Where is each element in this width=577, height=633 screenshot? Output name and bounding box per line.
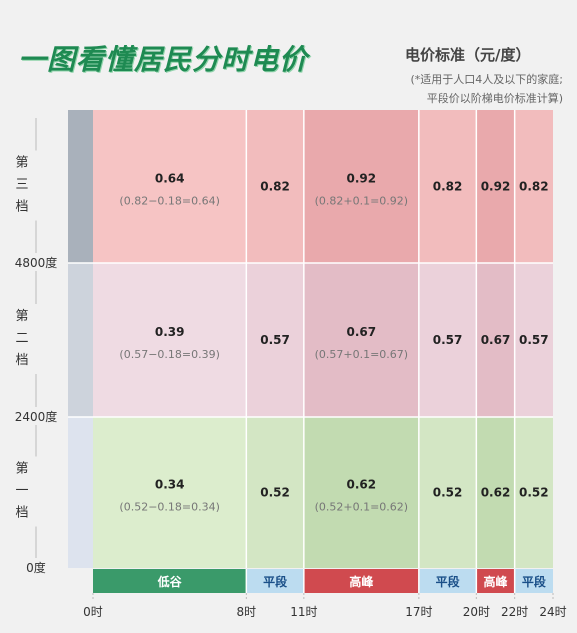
price-cell-shade (418, 417, 477, 568)
price-cell (93, 110, 247, 263)
price-cell (93, 263, 247, 417)
y-tick-label: 4800度 (15, 255, 58, 270)
price-cell (93, 417, 247, 568)
period-label: 高峰 (483, 574, 508, 589)
price-cell (514, 417, 553, 568)
tier-label-char: 第 (15, 309, 28, 324)
price-cell (476, 263, 515, 417)
price-cell-shade (303, 263, 419, 417)
price-value: 0.62 (481, 486, 511, 500)
price-value: 0.82 (433, 180, 463, 194)
price-value: 0.52 (433, 486, 463, 500)
price-cell (246, 417, 304, 568)
tier-label-char: 二 (15, 331, 28, 346)
tier-label-char: 第 (15, 462, 28, 477)
price-value: 0.52 (519, 486, 549, 500)
price-cell-shade (246, 263, 304, 417)
price-cell (418, 417, 477, 568)
x-tick-label: 20时 (463, 605, 490, 619)
price-value: 0.82 (519, 180, 549, 194)
tier-label-char: 三 (15, 178, 28, 193)
period-bar-segment (418, 569, 477, 593)
period-bar-segment (93, 569, 247, 593)
y-tick-label: 0度 (26, 560, 46, 575)
y-tick-label: 2400度 (15, 409, 58, 424)
price-cell (303, 417, 419, 568)
price-unit-subtitle: 电价标准（元/度） (405, 46, 531, 64)
price-cell (476, 110, 515, 263)
note-line: (*适用于人口4人及以下的家庭; (410, 73, 564, 86)
page-title: 一图看懂居民分时电价 (18, 43, 309, 76)
price-value: 0.34 (155, 478, 185, 492)
x-tick-label: 22时 (501, 605, 528, 619)
price-cell (303, 110, 419, 263)
tier-label-char: 第 (15, 156, 28, 171)
price-cell-shade (418, 110, 477, 263)
applicability-note: (*适用于人口4人及以下的家庭; 平段价以阶梯电价标准计算) (411, 70, 564, 108)
price-formula: (0.52+0.1=0.62) (315, 501, 409, 514)
price-cell (418, 263, 477, 417)
period-bar-segment (303, 569, 419, 593)
price-cell-shade (476, 110, 515, 263)
price-value: 0.67 (481, 333, 511, 347)
tier-label-char: 档 (15, 506, 28, 521)
period-label: 平段 (263, 574, 288, 589)
price-value: 0.39 (155, 325, 185, 339)
price-cell (303, 263, 419, 417)
tier-label-char: 档 (15, 353, 28, 368)
price-cell-shade (476, 417, 515, 568)
price-cell-shade (418, 263, 477, 417)
price-cell (246, 110, 304, 263)
price-formula: (0.52−0.18=0.34) (119, 501, 220, 514)
price-value: 0.57 (260, 333, 290, 347)
tier-label-char: 档 (15, 200, 28, 215)
price-cell-shade (476, 263, 515, 417)
price-formula: (0.57−0.18=0.39) (119, 348, 220, 361)
price-value: 0.57 (433, 333, 463, 347)
tier-sidebar-block (68, 263, 93, 417)
price-cell (514, 110, 553, 263)
x-tick-label: 0时 (83, 605, 103, 619)
price-value: 0.92 (481, 180, 511, 194)
price-value: 0.52 (260, 486, 290, 500)
tier-sidebar-block (68, 417, 93, 568)
tier-sidebar-block (68, 110, 93, 263)
price-value: 0.64 (155, 172, 185, 186)
price-cell-shade (514, 417, 553, 568)
price-cell (514, 263, 553, 417)
price-value: 0.62 (347, 478, 377, 492)
price-value: 0.82 (260, 180, 290, 194)
price-formula: (0.82−0.18=0.64) (119, 195, 220, 208)
price-value: 0.57 (519, 333, 549, 347)
price-cell-shade (514, 263, 553, 417)
price-cell (246, 263, 304, 417)
period-bar-segment (476, 569, 515, 593)
period-label: 高峰 (349, 574, 374, 589)
price-cell (476, 417, 515, 568)
price-cell-shade (303, 417, 419, 568)
period-label: 平段 (436, 574, 461, 589)
price-value: 0.67 (347, 325, 377, 339)
price-cell-shade (246, 417, 304, 568)
price-cell (418, 110, 477, 263)
x-tick-label: 24时 (539, 605, 566, 619)
price-cell-shade (303, 110, 419, 263)
x-tick-label: 8时 (237, 605, 257, 619)
price-value: 0.92 (347, 172, 377, 186)
period-label: 低谷 (157, 574, 183, 589)
x-tick-label: 11时 (290, 605, 317, 619)
price-cell-shade (246, 110, 304, 263)
x-tick-label: 17时 (405, 605, 432, 619)
tier-label-char: 一 (15, 484, 28, 499)
note-line: 平段价以阶梯电价标准计算) (426, 92, 563, 105)
price-formula: (0.82+0.1=0.92) (315, 195, 409, 208)
price-formula: (0.57+0.1=0.67) (315, 348, 409, 361)
period-label: 平段 (522, 574, 547, 589)
period-bar-segment (246, 569, 304, 593)
price-cell-shade (514, 110, 553, 263)
period-bar-segment (514, 569, 553, 593)
